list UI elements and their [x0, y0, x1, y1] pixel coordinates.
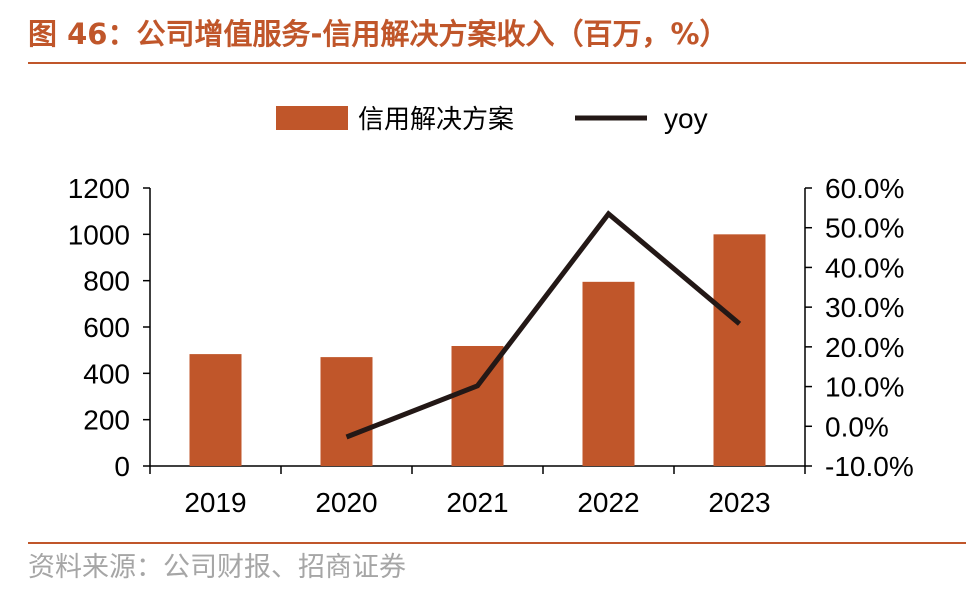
- yoy-line: [345, 210, 742, 440]
- right-axis-tick-label: -10.0%: [825, 451, 914, 482]
- left-axis-tick-label: 0: [114, 451, 130, 482]
- left-axis-tick-label: 400: [83, 358, 130, 389]
- x-axis-tick-label: 2023: [708, 487, 770, 518]
- x-axis: 2019 2020 2021 2022 2023: [149, 465, 806, 518]
- right-axis: -10.0% 0.0% 10.0% 20.0% 30.0% 40.0% 50.0% 60.0%: [804, 173, 914, 482]
- x-axis-tick-label: 2022: [577, 487, 639, 518]
- right-axis-tick-label: 60.0%: [825, 173, 904, 204]
- x-axis-tick-label: 2020: [315, 487, 377, 518]
- legend-bar-swatch: [276, 106, 348, 130]
- x-axis-tick-label: 2021: [446, 487, 508, 518]
- source-note: 资料来源：公司财报、招商证券: [28, 552, 406, 583]
- bar-2019: [189, 354, 242, 466]
- right-axis-tick-label: 20.0%: [825, 332, 904, 363]
- left-axis-tick-label: 800: [83, 266, 130, 297]
- left-axis-tick-label: 200: [83, 405, 130, 436]
- right-axis-tick-label: 30.0%: [825, 292, 904, 323]
- right-axis-tick-label: 0.0%: [825, 411, 889, 442]
- x-axis-tick-label: 2019: [184, 487, 246, 518]
- combo-chart: 信用解决方案 yoy 0 200 400 600 800 1000 1200 -10.0% 0…: [68, 103, 914, 518]
- bar-2022: [582, 281, 635, 466]
- left-axis-tick-label: 600: [83, 312, 130, 343]
- right-axis-tick-label: 10.0%: [825, 372, 904, 403]
- bar-2023: [713, 234, 766, 466]
- chart-title: 图 46：公司增值服务-信用解决方案收入（百万，%）: [28, 17, 729, 51]
- bar-2020: [320, 357, 373, 466]
- footer-divider: [28, 542, 966, 544]
- title-divider: [28, 62, 966, 64]
- bar-series: [189, 234, 766, 466]
- left-axis-tick-label: 1000: [68, 219, 130, 250]
- legend-bar-label: 信用解决方案: [358, 104, 514, 134]
- right-axis-tick-label: 40.0%: [825, 252, 904, 283]
- left-axis: 0 200 400 600 800 1000 1200: [68, 173, 151, 482]
- legend-line-label: yoy: [664, 103, 708, 134]
- yoy-line-series: [345, 210, 742, 440]
- right-axis-tick-label: 50.0%: [825, 213, 904, 244]
- legend: 信用解决方案 yoy: [276, 103, 708, 134]
- left-axis-tick-label: 1200: [68, 173, 130, 204]
